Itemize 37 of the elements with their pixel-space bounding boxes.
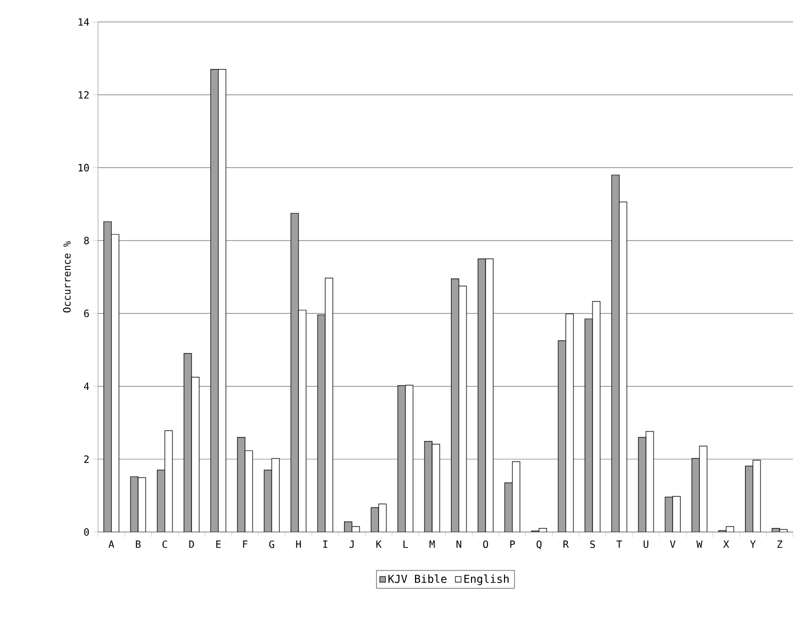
x-tick-label: R bbox=[564, 540, 569, 548]
y-tick-label: 4 bbox=[84, 382, 90, 390]
y-tick-label: 10 bbox=[78, 164, 89, 172]
x-tick-label: G bbox=[269, 540, 274, 548]
x-tick-label: D bbox=[189, 540, 194, 548]
x-tick-label: U bbox=[644, 540, 648, 548]
x-tick-label: N bbox=[456, 540, 462, 548]
x-tick-label: Z bbox=[777, 540, 782, 548]
x-tick-label: O bbox=[483, 540, 488, 548]
x-tick-label: Y bbox=[750, 540, 756, 548]
x-tick-label: E bbox=[216, 540, 221, 548]
x-tick-label: M bbox=[430, 540, 435, 548]
x-tick-label: J bbox=[349, 540, 354, 548]
y-tick-label: 2 bbox=[84, 455, 89, 463]
x-tick-label: A bbox=[108, 540, 114, 548]
y-tick-label: 0 bbox=[84, 528, 89, 536]
y-axis-title: Occurrence % bbox=[63, 241, 71, 312]
y-tick-label: 6 bbox=[84, 310, 89, 318]
legend-label: English bbox=[464, 574, 509, 586]
x-tick-label: S bbox=[590, 540, 595, 548]
x-tick-label: V bbox=[670, 540, 676, 548]
x-tick-label: K bbox=[376, 540, 382, 548]
x-tick-label: C bbox=[162, 540, 168, 548]
y-tick-label: 8 bbox=[84, 236, 89, 244]
y-tick-label: 12 bbox=[78, 91, 89, 99]
x-tick-label: H bbox=[296, 540, 301, 548]
x-tick-label: T bbox=[616, 540, 622, 548]
x-tick-label: X bbox=[723, 540, 730, 548]
x-tick-label: P bbox=[510, 540, 515, 548]
legend-label: KJV Bible bbox=[388, 574, 446, 583]
x-tick-label: W bbox=[696, 540, 702, 548]
y-tick-label: 14 bbox=[78, 18, 90, 26]
x-tick-label: Q bbox=[536, 540, 542, 550]
x-tick-label: I bbox=[323, 540, 328, 548]
x-tick-label: L bbox=[403, 540, 408, 548]
x-tick-label: F bbox=[243, 540, 248, 548]
x-tick-label: B bbox=[136, 540, 141, 548]
